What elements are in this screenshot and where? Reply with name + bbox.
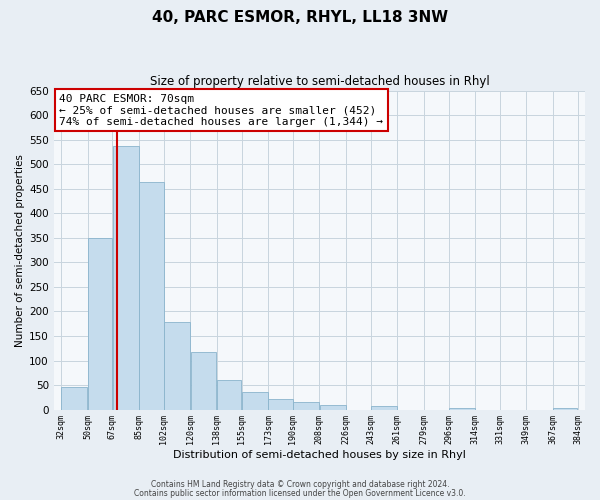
Text: Contains HM Land Registry data © Crown copyright and database right 2024.: Contains HM Land Registry data © Crown c… (151, 480, 449, 489)
Bar (61, 386, 87, 409)
Bar (371, 406, 397, 409)
Text: 40, PARC ESMOR, RHYL, LL18 3NW: 40, PARC ESMOR, RHYL, LL18 3NW (152, 10, 448, 25)
Bar (164, 322, 190, 410)
Bar (139, 182, 164, 410)
Bar (553, 408, 577, 410)
Bar (242, 392, 268, 409)
Bar (217, 380, 241, 410)
Bar (268, 399, 293, 409)
Text: Contains public sector information licensed under the Open Government Licence v3: Contains public sector information licen… (134, 490, 466, 498)
Y-axis label: Number of semi-detached properties: Number of semi-detached properties (15, 154, 25, 346)
Text: 40 PARC ESMOR: 70sqm
← 25% of semi-detached houses are smaller (452)
74% of semi: 40 PARC ESMOR: 70sqm ← 25% of semi-detac… (59, 94, 383, 127)
Bar (88, 238, 112, 410)
X-axis label: Distribution of semi-detached houses by size in Rhyl: Distribution of semi-detached houses by … (173, 450, 466, 460)
Bar (113, 146, 139, 409)
Bar (449, 408, 475, 410)
Title: Size of property relative to semi-detached houses in Rhyl: Size of property relative to semi-detach… (149, 75, 489, 88)
Bar (191, 352, 217, 410)
Bar (293, 402, 319, 409)
Bar (320, 404, 346, 409)
